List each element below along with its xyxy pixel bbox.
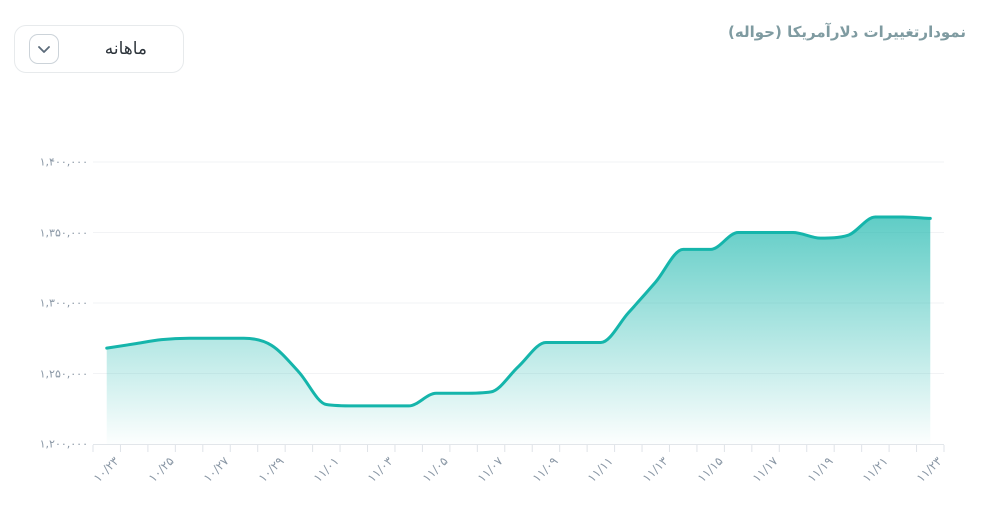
y-axis-label: ۱,۲۰۰,۰۰۰ bbox=[39, 437, 88, 451]
y-axis-label: ۱,۲۵۰,۰۰۰ bbox=[39, 367, 88, 380]
chevron-down-icon bbox=[29, 34, 59, 64]
page-title: نمودارتغییرات دلارآمریکا (حواله) bbox=[728, 23, 966, 41]
series-area-fill bbox=[106, 216, 931, 444]
y-axis-label: ۱,۳۰۰,۰۰۰ bbox=[39, 296, 88, 310]
period-dropdown-value: ماهانه bbox=[104, 39, 147, 59]
period-dropdown[interactable]: ماهانه bbox=[14, 25, 184, 73]
y-axis-label: ۱,۴۰۰,۰۰۰ bbox=[39, 155, 88, 169]
series-line bbox=[105, 215, 932, 408]
y-axis-label: ۱,۳۵۰,۰۰۰ bbox=[39, 226, 88, 239]
